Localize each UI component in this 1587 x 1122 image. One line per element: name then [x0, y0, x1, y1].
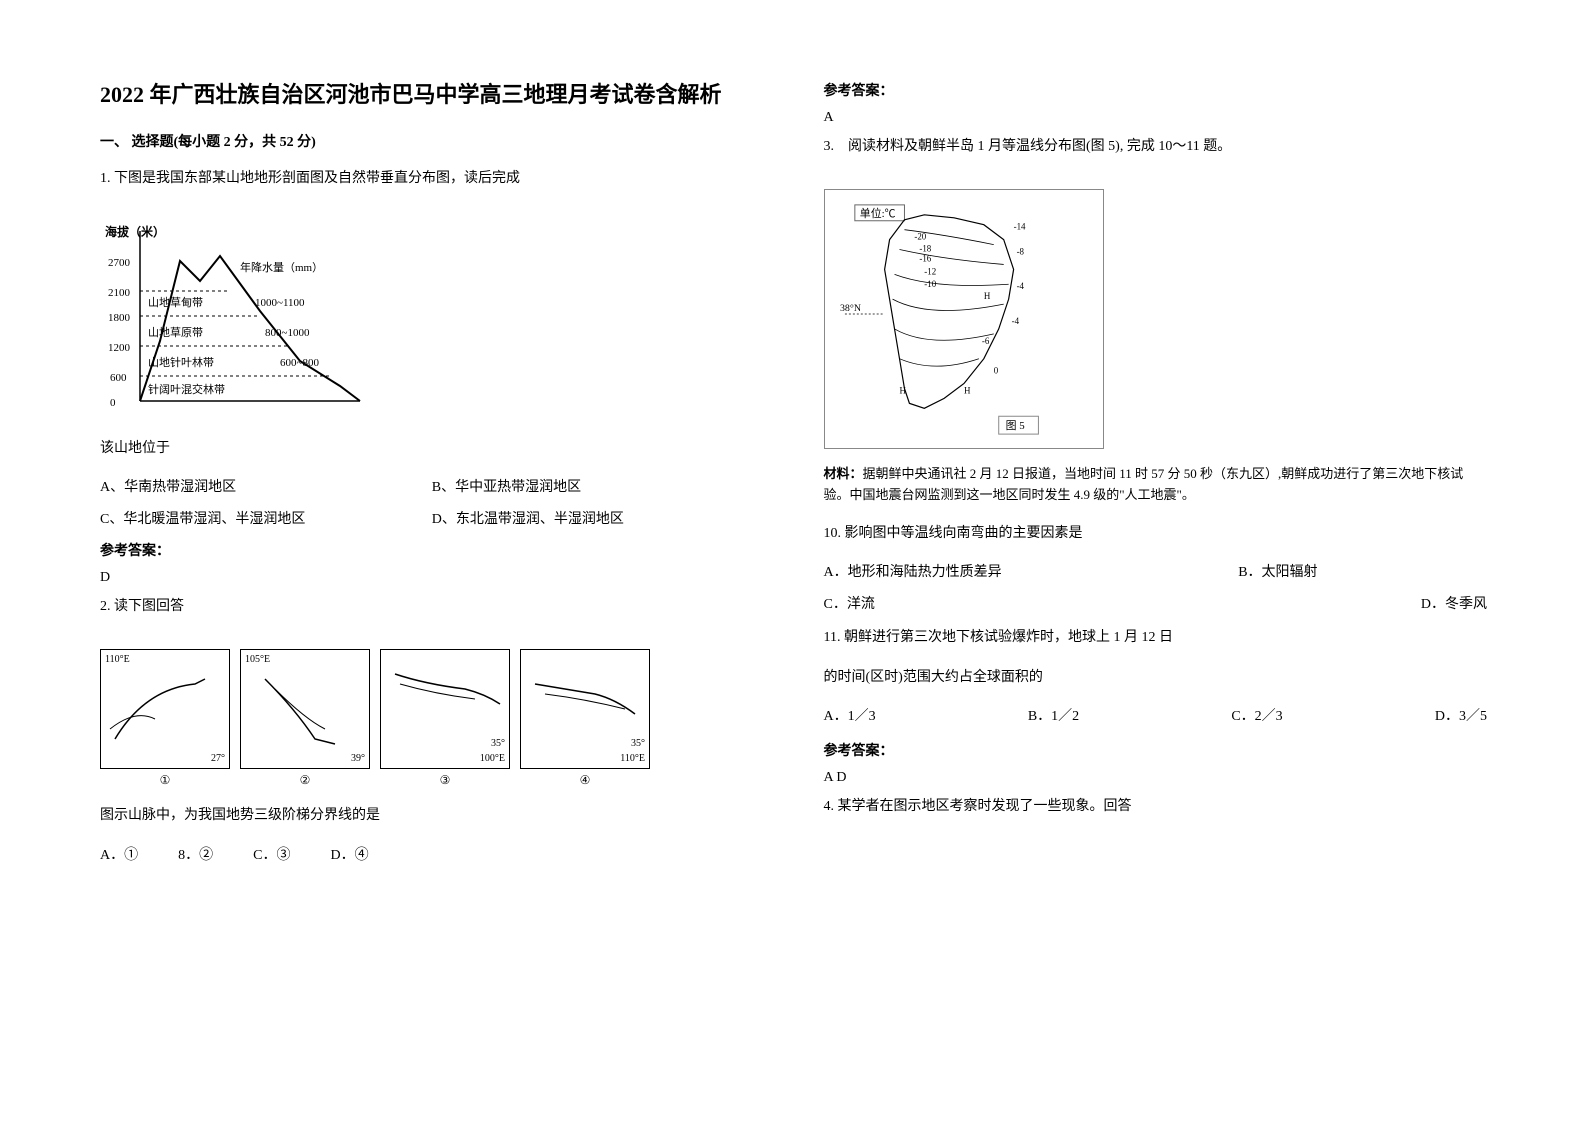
- svg-text:H: H: [899, 386, 906, 396]
- svg-text:-14: -14: [1013, 222, 1025, 232]
- q1-options-row2: C、华北暖温带湿润、半湿润地区 D、东北温带湿润、半湿润地区: [100, 508, 764, 528]
- svg-text:0: 0: [993, 366, 998, 376]
- q2-prompt: 图示山脉中，为我国地势三级阶梯分界线的是: [100, 803, 764, 828]
- map-1: 110°E 27° ①: [100, 649, 230, 788]
- question-11-text: 11. 朝鲜进行第三次地下核试验爆炸时，地球上 1 月 12 日: [824, 625, 1488, 650]
- q1-option-b: B、华中亚热带湿润地区: [432, 476, 764, 496]
- map2-lat: 39°: [245, 753, 365, 764]
- svg-text:山地针叶林带: 山地针叶林带: [148, 355, 214, 369]
- q11-answer: A D: [824, 770, 1488, 786]
- section-heading: 一、 选择题(每小题 2 分，共 52 分): [100, 131, 764, 151]
- map4-label: ④: [520, 773, 650, 788]
- q2-option-a: A．①: [100, 844, 138, 864]
- q1-option-a: A、华南热带湿润地区: [100, 476, 432, 496]
- svg-text:H: H: [964, 386, 971, 396]
- svg-text:-4: -4: [1016, 281, 1024, 291]
- map3-lon: 100°E: [385, 753, 505, 764]
- left-column: 2022 年广西壮族自治区河池市巴马中学高三地理月考试卷含解析 一、 选择题(每…: [100, 80, 764, 1042]
- svg-text:2100: 2100: [108, 287, 131, 299]
- svg-text:-12: -12: [924, 267, 936, 277]
- q11-options: A．1／3 B．1／2 C．2／3 D．3／5: [824, 705, 1488, 725]
- q3-figure: 单位:℃ -14 -20 -18 -16 -8 -12 -10 -4 H -4 …: [824, 189, 1104, 449]
- map3-label: ③: [380, 773, 510, 788]
- q2-answer: A: [824, 110, 1488, 126]
- map1-lon: 110°E: [105, 654, 225, 665]
- q1-answer: D: [100, 570, 764, 586]
- svg-text:1800: 1800: [108, 312, 131, 324]
- material-body: 据朝鲜中央通讯社 2 月 12 日报道，当地时间 11 时 57 分 50 秒（…: [824, 466, 1464, 502]
- svg-text:-4: -4: [1011, 316, 1019, 326]
- map2-label: ②: [240, 773, 370, 788]
- q11-option-d: D．3／5: [1435, 705, 1487, 725]
- q10-options-row2: C．洋流 D．冬季风: [824, 593, 1488, 613]
- svg-text:600: 600: [110, 372, 127, 384]
- q1-options-row1: A、华南热带湿润地区 B、华中亚热带湿润地区: [100, 476, 764, 496]
- q11-answer-label: 参考答案：: [824, 740, 1488, 760]
- q1-option-c: C、华北暖温带湿润、半湿润地区: [100, 508, 432, 528]
- map3-lat: 35°: [385, 738, 505, 749]
- question-1-text: 1. 下图是我国东部某山地地形剖面图及自然带垂直分布图，读后完成: [100, 166, 764, 191]
- svg-text:0: 0: [110, 397, 116, 409]
- q2-maps: 110°E 27° ① 105°E 39° ② 35° 100°E ③: [100, 649, 764, 788]
- exam-title: 2022 年广西壮族自治区河池市巴马中学高三地理月考试卷含解析: [100, 80, 764, 111]
- q11-option-a: A．1／3: [824, 705, 876, 725]
- q1-option-d: D、东北温带湿润、半湿润地区: [432, 508, 764, 528]
- svg-text:单位:℃: 单位:℃: [859, 206, 895, 220]
- svg-text:山地草原带: 山地草原带: [148, 326, 203, 339]
- svg-text:-8: -8: [1016, 247, 1024, 257]
- svg-text:800~1000: 800~1000: [265, 327, 310, 339]
- svg-text:-16: -16: [919, 254, 931, 264]
- svg-text:-6: -6: [981, 336, 989, 346]
- question-2-text: 2. 读下图回答: [100, 594, 764, 619]
- q11-option-b: B．1／2: [1028, 705, 1079, 725]
- q10-option-d: D．冬季风: [1334, 593, 1487, 613]
- map-4: 35° 110°E ④: [520, 649, 650, 788]
- svg-text:H: H: [983, 291, 990, 301]
- q1-chart: 海拔（米） 0 600 1200 1800 2100 2700 年降水量（mm）…: [100, 221, 764, 421]
- svg-text:年降水量（mm）: 年降水量（mm）: [240, 260, 323, 274]
- svg-text:山地草甸带: 山地草甸带: [148, 296, 203, 309]
- map4-lon: 110°E: [525, 753, 645, 764]
- q3-material: 材料：据朝鲜中央通讯社 2 月 12 日报道，当地时间 11 时 57 分 50…: [824, 464, 1488, 506]
- map1-lat: 27°: [105, 753, 225, 764]
- map-2: 105°E 39° ②: [240, 649, 370, 788]
- q10-option-a: A．地形和海陆热力性质差异: [824, 561, 1239, 581]
- material-label: 材料：: [824, 466, 863, 481]
- question-11-text2: 的时间(区时)范围大约占全球面积的: [824, 665, 1488, 690]
- svg-text:1200: 1200: [108, 342, 131, 354]
- q2-answer-label: 参考答案：: [824, 80, 1488, 100]
- q2-options: A．① 8．② C．③ D．④: [100, 844, 764, 864]
- q2-option-d: D．④: [330, 844, 368, 864]
- svg-text:海拔（米）: 海拔（米）: [105, 224, 165, 239]
- svg-text:-10: -10: [924, 279, 936, 289]
- map-3: 35° 100°E ③: [380, 649, 510, 788]
- question-4-text: 4. 某学者在图示地区考察时发现了一些现象。回答: [824, 794, 1488, 819]
- map2-lon: 105°E: [245, 654, 365, 665]
- svg-text:38°N: 38°N: [839, 303, 860, 314]
- q2-option-c: C．③: [253, 844, 290, 864]
- svg-text:-18: -18: [919, 244, 931, 254]
- q10-option-c: C．洋流: [824, 593, 1334, 613]
- svg-text:2700: 2700: [108, 257, 131, 269]
- q1-answer-label: 参考答案：: [100, 540, 764, 560]
- map4-lat: 35°: [525, 738, 645, 749]
- svg-text:-20: -20: [914, 232, 926, 242]
- q10-options-row1: A．地形和海陆热力性质差异 B．太阳辐射: [824, 561, 1488, 581]
- q2-option-b: 8．②: [178, 844, 213, 864]
- svg-text:1000~1100: 1000~1100: [255, 297, 305, 309]
- svg-text:针阔叶混交林带: 针阔叶混交林带: [148, 382, 225, 396]
- question-10-text: 10. 影响图中等温线向南弯曲的主要因素是: [824, 521, 1488, 546]
- q10-option-b: B．太阳辐射: [1238, 561, 1487, 581]
- map1-label: ①: [100, 773, 230, 788]
- svg-text:600~800: 600~800: [280, 357, 319, 369]
- q11-option-c: C．2／3: [1231, 705, 1282, 725]
- question-3-text: 3. 阅读材料及朝鲜半岛 1 月等温线分布图(图 5), 完成 10～11 题。: [824, 134, 1488, 159]
- q1-prompt: 该山地位于: [100, 436, 764, 461]
- right-column: 参考答案： A 3. 阅读材料及朝鲜半岛 1 月等温线分布图(图 5), 完成 …: [824, 80, 1488, 1042]
- svg-text:图 5: 图 5: [1005, 419, 1025, 432]
